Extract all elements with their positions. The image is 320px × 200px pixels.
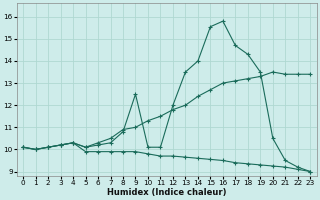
X-axis label: Humidex (Indice chaleur): Humidex (Indice chaleur) <box>107 188 227 197</box>
